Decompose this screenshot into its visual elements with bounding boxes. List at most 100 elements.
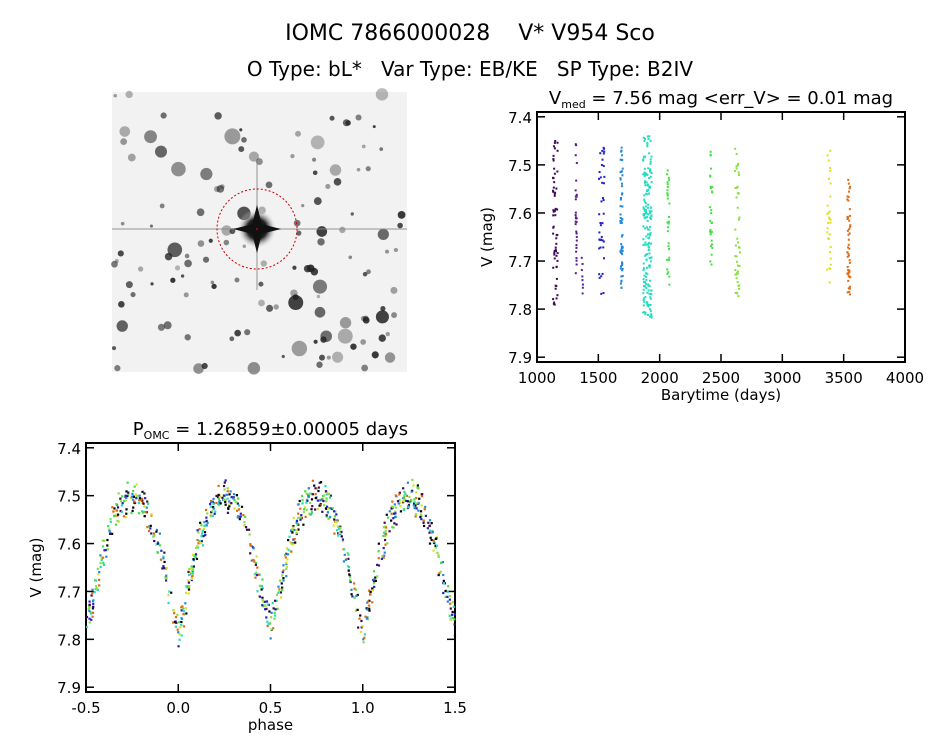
data-point — [112, 510, 115, 513]
data-point — [620, 286, 623, 289]
data-point — [311, 479, 314, 482]
data-point — [337, 534, 340, 537]
data-point — [410, 498, 413, 502]
data-point — [222, 498, 225, 501]
star — [348, 255, 353, 260]
data-point — [363, 636, 366, 639]
data-point — [666, 221, 669, 224]
data-point — [91, 611, 95, 614]
data-point — [310, 511, 313, 514]
data-point — [239, 515, 242, 518]
data-point — [553, 147, 556, 150]
data-point — [170, 591, 173, 594]
data-point — [335, 513, 338, 516]
data-point — [829, 218, 832, 221]
data-point — [602, 165, 605, 168]
data-point — [710, 212, 713, 215]
data-point — [307, 494, 310, 497]
data-point — [162, 565, 165, 568]
data-point — [171, 621, 175, 624]
data-point — [120, 504, 124, 507]
data-point — [642, 136, 645, 139]
star — [360, 339, 367, 345]
data-point — [354, 588, 357, 591]
data-point — [554, 191, 557, 194]
data-point — [355, 608, 358, 611]
star — [180, 274, 185, 278]
star — [266, 304, 274, 312]
data-point — [390, 505, 393, 508]
data-point — [336, 529, 339, 532]
data-point — [414, 513, 418, 516]
data-point — [644, 275, 647, 278]
data-point — [413, 498, 416, 501]
data-point — [245, 528, 249, 531]
data-point — [270, 616, 273, 619]
data-point — [108, 528, 111, 531]
data-point — [650, 180, 653, 183]
data-point — [827, 237, 830, 240]
data-point — [648, 308, 651, 311]
data-point — [709, 228, 712, 231]
data-point — [668, 247, 671, 250]
data-point — [302, 510, 305, 514]
data-point — [368, 609, 371, 612]
data-point — [619, 222, 622, 225]
data-point — [319, 499, 322, 502]
star — [320, 336, 327, 343]
data-point — [324, 485, 327, 488]
data-point — [649, 158, 652, 161]
data-point — [371, 587, 374, 590]
data-point — [643, 274, 646, 277]
star — [260, 260, 267, 267]
data-point — [292, 525, 295, 528]
star — [390, 286, 398, 294]
star — [362, 271, 368, 277]
data-point — [435, 544, 439, 547]
star — [197, 240, 205, 247]
data-point — [405, 494, 408, 497]
data-point — [433, 541, 436, 545]
data-point — [287, 548, 290, 551]
data-point — [438, 572, 441, 575]
data-point — [184, 602, 187, 605]
data-point — [278, 589, 281, 592]
data-point — [392, 526, 395, 529]
data-point — [120, 500, 123, 503]
data-point — [177, 645, 180, 648]
data-point — [650, 215, 653, 218]
data-point — [554, 140, 557, 143]
data-point — [107, 525, 110, 528]
data-point — [620, 221, 623, 224]
data-point — [347, 566, 351, 569]
data-point — [446, 590, 449, 593]
data-point — [143, 492, 146, 495]
data-point — [444, 589, 447, 593]
x-tick-label: 1000 — [518, 369, 556, 387]
star — [144, 130, 157, 144]
data-point — [325, 514, 328, 517]
data-point — [320, 498, 324, 501]
data-point — [256, 590, 259, 593]
data-point — [124, 516, 127, 519]
data-point — [431, 530, 434, 534]
data-point — [847, 287, 850, 290]
data-point — [203, 521, 206, 524]
data-point — [211, 505, 215, 509]
data-point — [319, 504, 322, 507]
data-point — [366, 608, 369, 611]
data-point — [648, 210, 651, 213]
data-point — [645, 278, 648, 281]
data-point — [736, 192, 739, 195]
data-point — [182, 610, 186, 613]
data-point — [556, 141, 559, 144]
data-point — [380, 557, 383, 560]
data-point — [233, 498, 236, 502]
data-point — [313, 508, 317, 511]
data-point — [190, 577, 194, 580]
data-point — [647, 233, 650, 236]
data-point — [316, 487, 319, 490]
y-tick-label: 7.5 — [57, 488, 81, 506]
data-point — [556, 252, 559, 255]
data-point — [442, 581, 446, 585]
